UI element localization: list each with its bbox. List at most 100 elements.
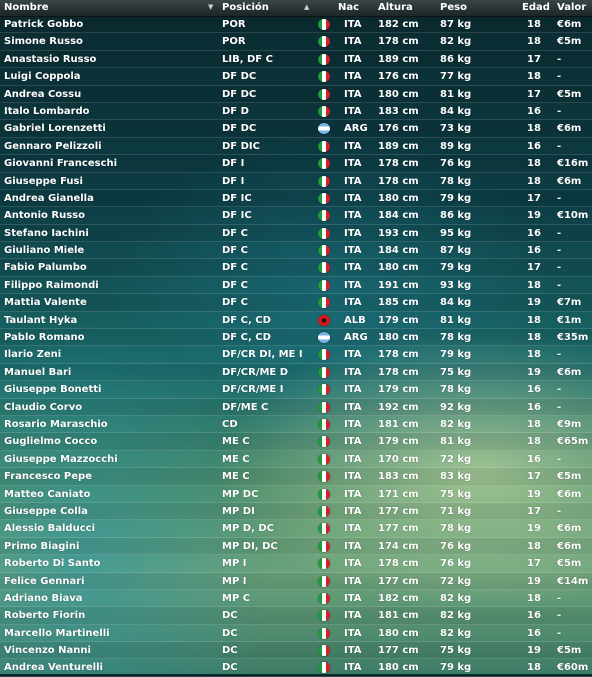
player-weight: 82 kg: [440, 418, 472, 430]
table-row[interactable]: Mattia Valente DF C ITA 185 cm 84 kg 19 €7m: [0, 294, 592, 312]
player-weight: 73 kg: [440, 123, 472, 135]
table-row[interactable]: Vincenzo Nanni DC ITA 177 cm 75 kg 19 €5m: [0, 642, 592, 660]
player-position: DC: [222, 645, 238, 657]
flag-icon: [318, 105, 330, 117]
column-header-name[interactable]: Nombre: [4, 2, 49, 13]
player-nationality: ITA: [344, 262, 362, 274]
player-weight: 87 kg: [440, 245, 472, 257]
player-age: 16: [527, 610, 541, 622]
flag-icon: [318, 540, 330, 552]
column-header-nationality[interactable]: Nac: [338, 2, 360, 13]
player-age: 16: [527, 453, 541, 465]
flag-icon: [318, 401, 330, 413]
player-position: ME C: [222, 471, 250, 483]
table-row[interactable]: Roberto Di Santo MP I ITA 178 cm 76 kg 17 €5m: [0, 555, 592, 573]
table-row[interactable]: Manuel Bari DF/CR/ME D ITA 178 cm 75 kg 19 €6m: [0, 363, 592, 382]
table-row[interactable]: Rosario Maraschio CD ITA 181 cm 82 kg 18 €9m: [0, 416, 592, 434]
player-weight: 81 kg: [440, 314, 472, 326]
player-position: DF/CR DI, ME I: [222, 349, 303, 361]
player-position: POR: [222, 36, 246, 48]
table-row[interactable]: Taulant Hyka DF C, CD ALB 179 cm 81 kg 18 €1m: [0, 312, 592, 330]
player-position: MP D, DC: [222, 523, 274, 535]
column-header-weight[interactable]: Peso: [440, 2, 467, 13]
flag-icon: [318, 245, 330, 257]
player-value: €6m: [557, 523, 582, 535]
player-nationality: ITA: [344, 192, 362, 204]
player-nationality: ITA: [344, 645, 362, 657]
table-row[interactable]: Matteo Caniato MP DC ITA 171 cm 75 kg 19 €6m: [0, 486, 592, 503]
dropdown-arrow-icon[interactable]: ▼: [208, 3, 214, 11]
table-row[interactable]: Andrea Cossu DF DC ITA 180 cm 81 kg 17 €5m: [0, 85, 592, 103]
table-row[interactable]: Pablo Romano DF C, CD ARG 180 cm 78 kg 18 €35m: [0, 329, 592, 347]
player-position: DF C, CD: [222, 332, 271, 344]
player-weight: 86 kg: [440, 210, 472, 222]
player-name: Fabio Palumbo: [4, 262, 87, 274]
table-row[interactable]: Guglielmo Cocco ME C ITA 179 cm 81 kg 18 €65m: [0, 433, 592, 451]
player-age: 18: [527, 349, 541, 361]
table-row[interactable]: Alessio Balducci MP D, DC ITA 177 cm 78 kg 19…: [0, 520, 592, 538]
player-nationality: ARG: [344, 332, 368, 344]
flag-icon: [318, 575, 330, 587]
player-name: Vincenzo Nanni: [4, 645, 91, 657]
column-header-value[interactable]: Valor: [557, 2, 587, 13]
player-height: 192 cm: [378, 401, 419, 413]
player-age: 16: [527, 105, 541, 117]
table-row[interactable]: Adriano Biava MP C ITA 182 cm 82 kg 18 -: [0, 590, 592, 608]
player-position: DF/CR/ME D: [222, 366, 289, 378]
player-name: Taulant Hyka: [4, 314, 78, 326]
player-nationality: ITA: [344, 349, 362, 361]
table-row[interactable]: Primo Biagini MP DI, DC ITA 174 cm 76 kg 18 €6…: [0, 537, 592, 556]
player-age: 18: [527, 540, 541, 552]
table-row[interactable]: Simone Russo POR ITA 178 cm 82 kg 18 €5m: [0, 33, 592, 51]
sort-ascending-icon[interactable]: ▲: [304, 3, 310, 11]
flag-icon: [318, 297, 330, 309]
table-row[interactable]: Ilario Zeni DF/CR DI, ME I ITA 178 cm 79 kg 1…: [0, 346, 592, 364]
column-header-age[interactable]: Edad: [522, 2, 550, 13]
table-row[interactable]: Giuseppe Colla MP DI ITA 177 cm 71 kg 17 -: [0, 502, 592, 521]
player-height: 180 cm: [378, 192, 419, 204]
table-row[interactable]: Filippo Raimondi DF C ITA 191 cm 93 kg 18 -: [0, 277, 592, 295]
player-name: Simone Russo: [4, 36, 83, 48]
table-row[interactable]: Giuseppe Mazzocchi ME C ITA 170 cm 72 kg 16 -: [0, 451, 592, 469]
column-header-height[interactable]: Altura: [378, 2, 413, 13]
player-name: Felice Gennari: [4, 575, 85, 587]
table-row[interactable]: Italo Lombardo DF D ITA 183 cm 84 kg 16 -: [0, 103, 592, 121]
player-nationality: ARG: [344, 123, 368, 135]
player-weight: 82 kg: [440, 610, 472, 622]
table-row[interactable]: Antonio Russo DF IC ITA 184 cm 86 kg 19 €10m: [0, 207, 592, 225]
table-row[interactable]: Giovanni Franceschi DF I ITA 178 cm 76 kg 18 €…: [0, 155, 592, 173]
table-row[interactable]: Marcello Martinelli DC ITA 180 cm 82 kg 16 -: [0, 625, 592, 643]
table-row[interactable]: Fabio Palumbo DF C ITA 180 cm 79 kg 17 -: [0, 259, 592, 277]
table-row[interactable]: Claudio Corvo DF/ME C ITA 192 cm 92 kg 16 -: [0, 398, 592, 416]
table-row[interactable]: Giuliano Miele DF C ITA 184 cm 87 kg 16 -: [0, 242, 592, 260]
flag-icon: [318, 366, 330, 378]
flag-icon: [318, 227, 330, 239]
table-row[interactable]: Roberto Fiorin DC ITA 181 cm 82 kg 16 -: [0, 607, 592, 625]
table-row[interactable]: Felice Gennari MP I ITA 177 cm 72 kg 19 €14m: [0, 572, 592, 590]
player-value: €9m: [557, 418, 582, 430]
table-row[interactable]: Anastasio Russo LIB, DF C ITA 189 cm 86 kg 17…: [0, 50, 592, 69]
player-name: Anastasio Russo: [4, 53, 97, 65]
table-row[interactable]: Andrea Gianella DF IC ITA 180 cm 79 kg 17 -: [0, 189, 592, 208]
player-value: €1m: [557, 314, 582, 326]
table-row[interactable]: Giuseppe Fusi DF I ITA 178 cm 78 kg 18 €6m: [0, 173, 592, 190]
table-row[interactable]: Francesco Pepe ME C ITA 183 cm 83 kg 17 €5m: [0, 468, 592, 486]
table-row[interactable]: Luigi Coppola DF DC ITA 176 cm 77 kg 18 -: [0, 68, 592, 86]
player-value: €6m: [557, 19, 582, 30]
player-weight: 84 kg: [440, 297, 472, 309]
table-row[interactable]: Giuseppe Bonetti DF/CR/ME I ITA 179 cm 78 kg…: [0, 381, 592, 399]
table-row[interactable]: Andrea Venturelli DC ITA 180 cm 79 kg 18 €60m: [0, 659, 592, 677]
player-age: 18: [527, 436, 541, 448]
table-row[interactable]: Gabriel Lorenzetti DF DC ARG 176 cm 73 kg 18 €…: [0, 120, 592, 138]
column-header-position[interactable]: Posición: [222, 2, 269, 13]
flag-icon: [318, 262, 330, 274]
player-age: 18: [527, 592, 541, 604]
table-row[interactable]: Gennaro Pelizzoli DF DIC ITA 189 cm 89 kg 16 -: [0, 138, 592, 156]
flag-icon: [318, 418, 330, 430]
player-nationality: ITA: [344, 53, 362, 65]
player-height: 176 cm: [378, 71, 419, 83]
table-row[interactable]: Patrick Gobbo POR ITA 182 cm 87 kg 18 €6m: [0, 16, 592, 34]
table-row[interactable]: Stefano Iachini DF C ITA 193 cm 95 kg 16 -: [0, 224, 592, 243]
player-name: Marcello Martinelli: [4, 627, 110, 639]
player-height: 170 cm: [378, 453, 419, 465]
